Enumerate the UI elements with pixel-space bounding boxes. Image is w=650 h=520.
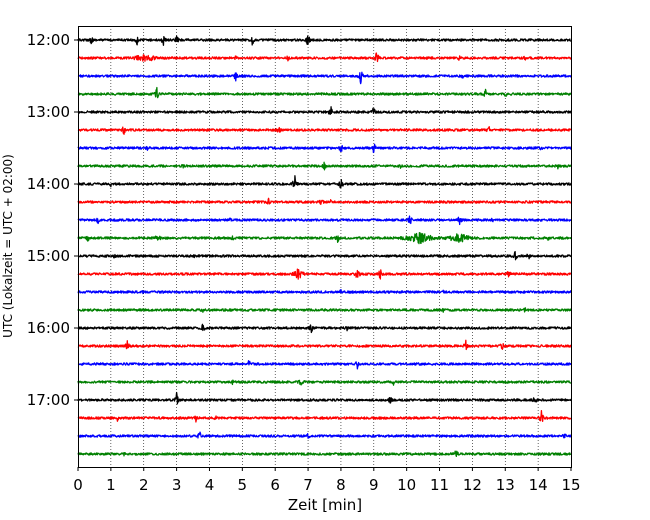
trace-1445 xyxy=(77,231,572,245)
y-tick-label-1: 13:00 xyxy=(27,103,70,121)
x-tick-label-12: 12 xyxy=(463,476,482,494)
x-tick-label-13: 13 xyxy=(496,476,515,494)
trace-1700 xyxy=(77,391,572,405)
trace-1230 xyxy=(77,71,572,85)
trace-1745 xyxy=(77,450,572,457)
trace-1500 xyxy=(77,251,572,261)
trace-1200 xyxy=(77,35,572,46)
x-tick-label-9: 9 xyxy=(369,476,379,494)
y-axis-ticks: 12:00 13:00 14:00 15:00 16:00 17:00 xyxy=(27,31,78,409)
trace-1715 xyxy=(77,409,572,423)
trace-1415 xyxy=(77,197,572,205)
x-tick-label-14: 14 xyxy=(529,476,548,494)
x-tick-label-3: 3 xyxy=(172,476,182,494)
x-tick-label-11: 11 xyxy=(430,476,449,494)
trace-1545 xyxy=(77,307,572,313)
x-tick-label-7: 7 xyxy=(303,476,313,494)
trace-1245 xyxy=(77,86,572,99)
trace-1215 xyxy=(77,52,572,63)
y-axis-label: UTC (Lokalzeit = UTC + 02:00) xyxy=(1,154,15,338)
trace-1630 xyxy=(77,360,572,370)
trace-1615 xyxy=(77,339,572,351)
trace-1345 xyxy=(77,161,572,171)
x-tick-label-0: 0 xyxy=(73,476,83,494)
y-tick-label-0: 12:00 xyxy=(27,31,70,49)
y-tick-label-3: 15:00 xyxy=(27,247,70,265)
trace-1645 xyxy=(77,379,572,386)
y-tick-label-2: 14:00 xyxy=(27,175,70,193)
x-tick-label-1: 1 xyxy=(106,476,116,494)
trace-1530 xyxy=(77,288,572,295)
y-tick-label-5: 17:00 xyxy=(27,391,70,409)
x-tick-label-6: 6 xyxy=(270,476,280,494)
trace-1515 xyxy=(77,268,572,280)
plot-frame xyxy=(78,26,572,468)
x-tick-label-15: 15 xyxy=(561,476,580,494)
x-axis-ticks: 0 1 2 3 4 5 6 7 8 9 10 11 12 13 14 15 xyxy=(73,467,581,494)
trace-1400 xyxy=(77,175,572,189)
seismic-traces xyxy=(77,35,572,457)
x-axis-label: Zeit [min] xyxy=(288,496,362,514)
trace-1600 xyxy=(77,323,572,334)
trace-1730 xyxy=(77,431,572,439)
y-tick-label-4: 16:00 xyxy=(27,319,70,337)
trace-1330 xyxy=(77,143,572,154)
trace-1430 xyxy=(77,215,572,226)
x-tick-label-8: 8 xyxy=(336,476,346,494)
x-tick-label-2: 2 xyxy=(139,476,149,494)
x-tick-label-5: 5 xyxy=(238,476,248,494)
x-tick-label-10: 10 xyxy=(397,476,416,494)
trace-1300 xyxy=(77,106,572,115)
x-tick-label-4: 4 xyxy=(205,476,215,494)
trace-1315 xyxy=(77,126,572,135)
